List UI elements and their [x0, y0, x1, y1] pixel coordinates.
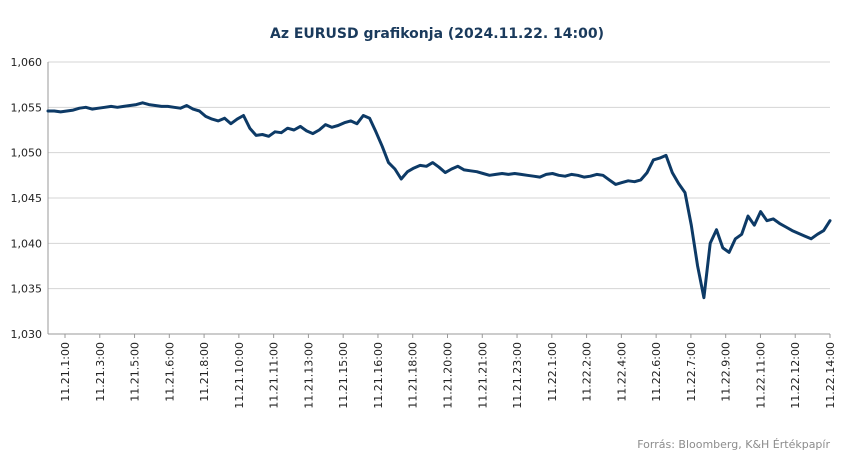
- x-tick-label: 11.21.15:00: [337, 342, 350, 409]
- x-tick-label: 11.22.1:00: [546, 342, 559, 402]
- x-tick-label: 11.21.8:00: [198, 342, 211, 402]
- y-tick-label: 1,040: [11, 237, 43, 250]
- x-tick-label: 11.21.6:00: [163, 342, 176, 402]
- y-axis: 1,030 1,035 1,040 1,045 1,050 1,055 1,060: [11, 56, 49, 341]
- x-tick-label: 11.21.1:00: [59, 342, 72, 402]
- x-tick-label: 11.22.11:00: [754, 342, 767, 409]
- source-note: Forrás: Bloomberg, K&H Értékpapír: [637, 438, 830, 451]
- x-tick-label: 11.22.12:00: [789, 342, 802, 409]
- x-tick-label: 11.21.16:00: [372, 342, 385, 409]
- chart-title: Az EURUSD grafikonja (2024.11.22. 14:00): [270, 26, 604, 42]
- x-axis: 11.21.1:00 11.21.3:00 11.21.5:00 11.21.6:00…: [48, 333, 837, 409]
- x-tick-label: 11.22.4:00: [615, 342, 628, 402]
- x-tick-label: 11.21.20:00: [442, 342, 455, 409]
- x-tick-label: 11.21.3:00: [94, 342, 107, 402]
- x-tick-label: 11.21.23:00: [511, 342, 524, 409]
- x-tick-label: 11.22.2:00: [581, 342, 594, 402]
- y-tick-label: 1,060: [11, 56, 43, 69]
- series-line-eurusd: [46, 101, 832, 300]
- x-tick-label: 11.21.11:00: [268, 342, 281, 409]
- x-tick-label: 11.21.5:00: [129, 342, 142, 402]
- y-tick-label: 1,045: [11, 192, 43, 205]
- x-tick-label: 11.21.10:00: [233, 342, 246, 409]
- y-tick-label: 1,035: [11, 283, 43, 296]
- y-tick-label: 1,050: [11, 147, 43, 160]
- y-tick-label: 1,055: [11, 101, 43, 114]
- x-tick-label: 11.22.14:00: [824, 342, 837, 409]
- x-tick-label: 11.22.7:00: [685, 342, 698, 402]
- x-tick-label: 11.22.9:00: [720, 342, 733, 402]
- x-tick-label: 11.21.18:00: [407, 342, 420, 409]
- x-tick-label: 11.21.13:00: [302, 342, 315, 409]
- y-tick-label: 1,030: [11, 328, 43, 341]
- gridlines: [48, 61, 830, 335]
- x-tick-label: 11.22.6:00: [650, 342, 663, 402]
- x-tick-label: 11.21.21:00: [476, 342, 489, 409]
